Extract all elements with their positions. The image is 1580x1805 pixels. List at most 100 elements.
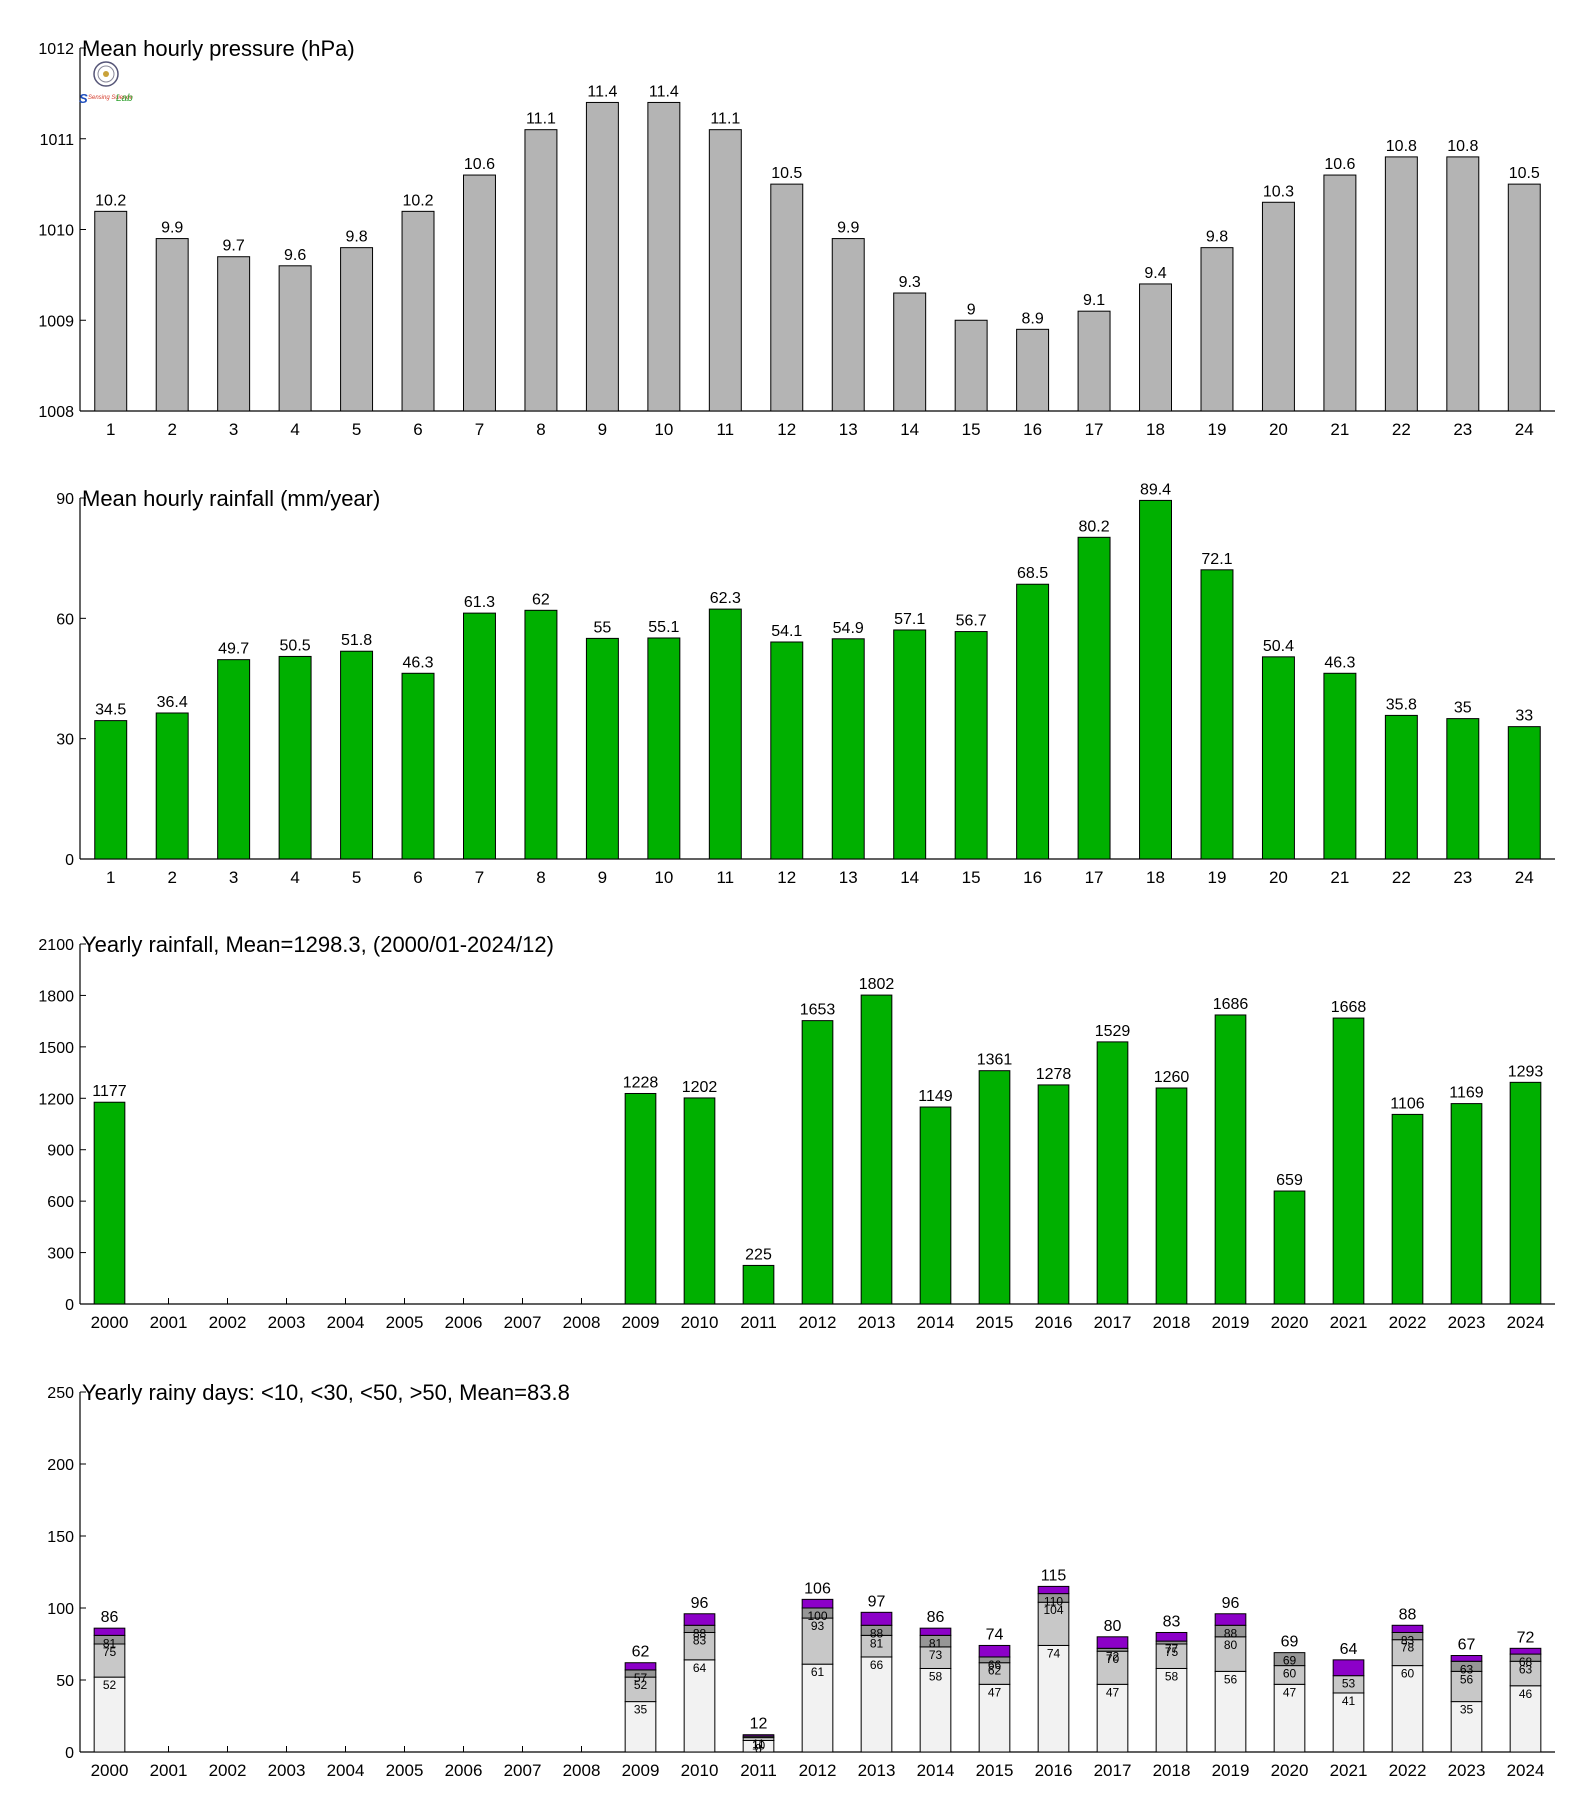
x-tick-label: 14: [900, 420, 919, 439]
bar-value-label: 36.4: [157, 694, 188, 711]
y-tick-label: 1200: [38, 1091, 74, 1108]
bar-value-label: 34.5: [95, 702, 126, 719]
x-tick-label: 2011: [740, 1761, 777, 1780]
bar-value-label: 225: [745, 1246, 772, 1263]
bar-value-label: 9.6: [284, 247, 306, 264]
bar-value-label: 1653: [800, 1002, 836, 1019]
bar-value-label: 61.3: [464, 594, 495, 611]
segment-label: 100: [807, 1609, 827, 1623]
bar: [1016, 328, 1050, 412]
bar-value-label: 10.6: [464, 156, 495, 173]
segment-label: 70: [1106, 1652, 1120, 1666]
bar: [647, 101, 681, 412]
bar: [340, 650, 374, 860]
stack-segment: [624, 1676, 657, 1703]
x-tick-label: 7: [475, 420, 484, 439]
x-tick-label: 2021: [1330, 1313, 1368, 1332]
bar-value-label: 1278: [1036, 1066, 1072, 1083]
bar: [1261, 656, 1295, 860]
segment-label: 53: [1342, 1677, 1356, 1691]
y-tick-label: 250: [47, 1385, 74, 1402]
x-tick-label: 2023: [1448, 1313, 1486, 1332]
bar: [1273, 1190, 1306, 1305]
stack-segment: [978, 1683, 1011, 1753]
stack-segment: [1037, 1601, 1070, 1646]
y-tick-label: 30: [56, 732, 74, 749]
x-tick-label: 2016: [1035, 1313, 1073, 1332]
bar-value-label: 46.3: [1324, 654, 1355, 671]
x-tick-label: 13: [839, 420, 858, 439]
bar-value-label: 1293: [1508, 1063, 1544, 1080]
x-tick-label: 2012: [799, 1761, 837, 1780]
bar: [585, 101, 619, 412]
bar-value-label: 1260: [1154, 1069, 1190, 1086]
x-tick-label: 2010: [681, 1761, 719, 1780]
x-tick-label: 14: [900, 868, 919, 887]
x-tick-label: 11: [716, 420, 734, 439]
bar: [1016, 583, 1050, 860]
y-tick-label: 0: [65, 852, 74, 869]
segment-label: 88: [693, 1626, 707, 1640]
stack-segment: [1509, 1685, 1542, 1753]
x-tick-label: 10: [654, 420, 673, 439]
bar: [1037, 1084, 1070, 1305]
x-tick-label: 22: [1392, 868, 1411, 887]
y-tick-label: 50: [56, 1673, 74, 1690]
stack-segment: [919, 1627, 952, 1636]
bar: [1077, 310, 1111, 412]
bar: [463, 174, 496, 412]
bar: [708, 129, 742, 412]
segment-label: 110: [1044, 1595, 1063, 1609]
x-tick-label: 2004: [327, 1761, 365, 1780]
x-tick-label: 10: [654, 868, 673, 887]
bar: [770, 183, 804, 412]
y-tick-label: 300: [47, 1246, 74, 1263]
x-tick-label: 2011: [740, 1313, 777, 1332]
x-tick-label: 9: [598, 420, 607, 439]
stack-segment: [624, 1662, 657, 1671]
segment-label: 73: [929, 1648, 943, 1662]
bar-value-label: 57.1: [894, 611, 925, 628]
x-tick-label: 21: [1330, 420, 1349, 439]
stack-segment: [683, 1613, 716, 1626]
x-tick-label: 2023: [1448, 1761, 1486, 1780]
bar: [708, 608, 742, 860]
bar-value-label: 8.9: [1021, 310, 1043, 327]
stack-segment: [624, 1701, 657, 1753]
bar-value-label: 1668: [1331, 999, 1367, 1016]
x-tick-label: 4: [290, 420, 299, 439]
bar-value-label: 9.1: [1083, 292, 1105, 309]
x-tick-label: 23: [1453, 420, 1472, 439]
bar: [1507, 726, 1541, 860]
chart-title: Mean hourly rainfall (mm/year): [82, 486, 380, 511]
bar: [524, 129, 558, 412]
x-tick-label: 7: [475, 868, 484, 887]
x-tick-label: 2019: [1212, 1761, 1250, 1780]
x-tick-label: 2012: [799, 1313, 837, 1332]
x-tick-label: 2015: [976, 1761, 1014, 1780]
segment-label: 47: [1283, 1685, 1297, 1699]
x-tick-label: 2022: [1389, 1761, 1427, 1780]
stack-segment: [1037, 1585, 1070, 1595]
bar-value-label: 1529: [1095, 1023, 1131, 1040]
bar: [893, 629, 927, 860]
bar: [1384, 156, 1418, 412]
stack-segment: [1273, 1683, 1306, 1753]
x-tick-label: 24: [1515, 420, 1534, 439]
x-tick-label: 2021: [1330, 1761, 1368, 1780]
x-tick-label: 2006: [445, 1761, 483, 1780]
segment-label: 83: [1401, 1633, 1415, 1647]
segment-label: 41: [1342, 1694, 1356, 1708]
x-tick-label: 1: [106, 868, 115, 887]
y-tick-label: 1012: [38, 41, 74, 58]
y-tick-label: 100: [47, 1601, 74, 1618]
x-tick-label: 2004: [327, 1313, 365, 1332]
chart-title: Yearly rainfall, Mean=1298.3, (2000/01-2…: [82, 932, 554, 957]
bar: [401, 672, 435, 860]
segment-label: 47: [1106, 1685, 1120, 1699]
segment-label: 62: [988, 1664, 1002, 1678]
segment-label: 81: [870, 1636, 884, 1650]
bar: [624, 1092, 657, 1305]
bar: [1507, 183, 1541, 412]
stack-segment: [683, 1659, 716, 1753]
